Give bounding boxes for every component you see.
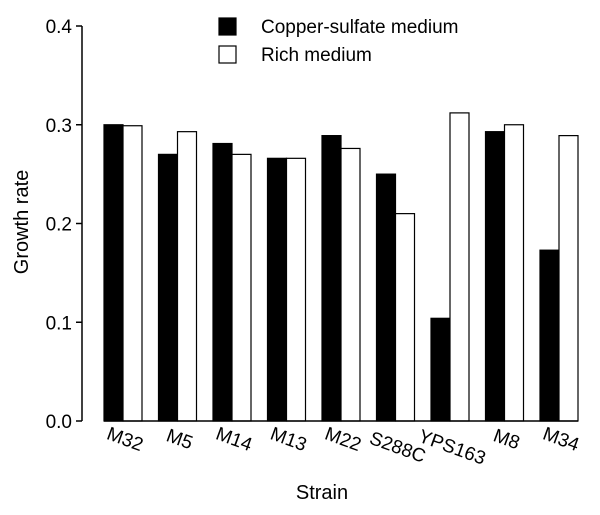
rich-medium-bar-m8	[503, 124, 525, 422]
copper-sulfate-bar-m13	[266, 157, 288, 422]
x-tick-label: M5	[163, 425, 195, 454]
x-tick-label: M13	[267, 424, 309, 456]
copper-sulfate-bar-m32	[103, 124, 124, 422]
y-tick-label: 0.3	[46, 116, 72, 137]
x-tick-label: M8	[490, 425, 522, 454]
legend-swatch	[218, 17, 237, 36]
y-axis: 0.0 0.1 0.2 0.3 0.4	[46, 17, 83, 433]
rich-medium-bar-m5	[176, 131, 198, 422]
rich-medium-bar-m34	[558, 135, 579, 422]
x-tick-label: M32	[104, 424, 146, 456]
copper-sulfate-bar-s288c	[375, 173, 397, 422]
y-tick-label: 0.2	[46, 215, 72, 236]
y-axis-label: Growth rate	[11, 170, 33, 274]
y-tick-label: 0.1	[46, 313, 72, 334]
copper-sulfate-bar-m22	[321, 135, 342, 422]
x-tick-label: M14	[213, 424, 255, 457]
rich-medium-bar-m13	[285, 157, 307, 422]
copper-sulfate-bar-m8	[484, 131, 506, 422]
x-tick-label: YPS163	[416, 426, 489, 470]
copper-sulfate-bar-m5	[157, 153, 179, 422]
copper-sulfate-bar-m14	[212, 142, 233, 422]
x-axis-label: Strain	[296, 482, 348, 504]
rich-medium-bar-s288c	[394, 213, 416, 422]
bars	[103, 112, 579, 422]
y-tick-label: 0.0	[46, 412, 72, 433]
copper-sulfate-bar-m34	[539, 249, 560, 422]
legend: Copper-sulfate medium Rich medium	[218, 17, 458, 66]
x-tick-label: M34	[540, 424, 582, 457]
y-tick-label: 0.4	[46, 17, 73, 38]
rich-medium-bar-yps163	[449, 112, 470, 422]
rich-medium-bar-m32	[122, 125, 143, 422]
copper-sulfate-bar-yps163	[430, 317, 451, 422]
legend-swatch	[218, 45, 237, 64]
legend-label: Rich medium	[261, 45, 372, 66]
x-tick-label: M22	[322, 424, 364, 456]
rich-medium-bar-m14	[231, 153, 252, 422]
legend-label: Copper-sulfate medium	[261, 17, 458, 38]
rich-medium-bar-m22	[340, 147, 361, 422]
